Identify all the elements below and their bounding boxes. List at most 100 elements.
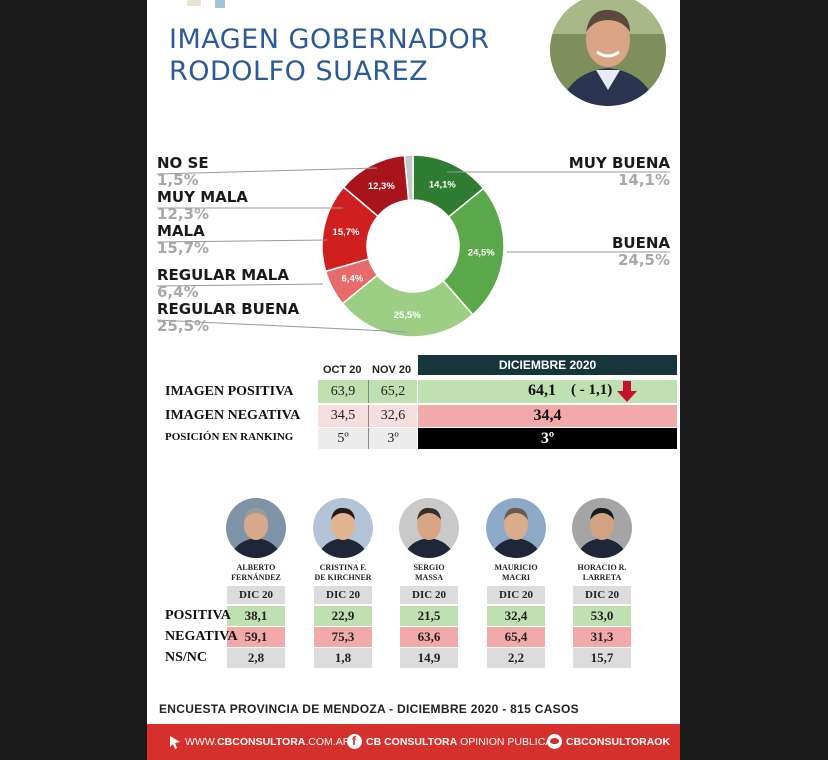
col-dec-header: DICIEMBRE 2020 <box>418 355 677 375</box>
pos-dec-value: 64,1 <box>528 382 556 399</box>
politician-portrait-icon <box>230 507 282 558</box>
politician-name-line2: MASSA <box>414 573 443 582</box>
facebook-icon: f <box>347 733 362 749</box>
slice-no-se <box>403 154 414 202</box>
legend-no-se: NO SE 1,5% <box>157 155 209 189</box>
col-oct-header: OCT 20 <box>323 364 362 376</box>
politician-positiva: 32,4 <box>487 606 545 626</box>
slice-label-muy-mala: 12,3% <box>368 181 395 192</box>
politician-name-line2: FERNÁNDEZ <box>231 573 281 582</box>
cell-rank-nov: 3º <box>368 428 417 449</box>
politician-col-header: DIC 20 <box>400 586 458 604</box>
legend-no-se-name: NO SE <box>157 154 209 172</box>
politician-nsnc: 15,7 <box>573 648 631 668</box>
slice-label-mala: 15,7% <box>333 227 360 238</box>
legend-muy-mala-name: MUY MALA <box>157 188 248 206</box>
web-suffix: .COM.AR <box>305 736 351 748</box>
footer-website-link[interactable]: WWW.CBCONSULTORA.COM.AR <box>167 724 350 760</box>
politician-name: MAURICIO MACRI <box>479 563 553 583</box>
legend-mala-value: 15,7% <box>157 239 210 257</box>
politician-photo <box>486 498 546 558</box>
infographic-card: IMAGEN GOBERNADOR RODOLFO SUAREZ 14,1% 24… <box>147 0 680 760</box>
legend-muy-buena-value: 14,1% <box>617 171 670 189</box>
leader-line-3 <box>156 283 324 287</box>
tw-handle: CBCONSULTORAOK <box>566 736 671 748</box>
politician-positiva: 38,1 <box>227 606 285 626</box>
politician-name: CRISTINA F. DE KIRCHNER <box>306 563 380 583</box>
fb-suffix: OPINION PUBLICA <box>457 736 553 748</box>
politician-nsnc: 2,2 <box>487 648 545 668</box>
legend-muy-mala: MUY MALA 12,3% <box>157 189 248 223</box>
donut-chart: 14,1% 24,5% 25,5% 6,4% 15,7% 12,3% <box>156 154 670 338</box>
politician-portrait-icon <box>490 507 542 558</box>
footer-bar: WWW.CBCONSULTORA.COM.AR f CB CONSULTORA O… <box>147 724 680 760</box>
twitter-icon <box>547 733 562 749</box>
cell-pos-nov: 65,2 <box>368 380 417 403</box>
leader-line-2 <box>156 239 328 243</box>
politician-positiva: 21,5 <box>400 606 458 626</box>
cell-neg-dec: 34,4 <box>418 405 677 427</box>
leader-line-0 <box>156 167 378 175</box>
politician-negativa: 75,3 <box>314 627 372 647</box>
politician-photo <box>572 498 632 558</box>
legend-muy-buena: MUY BUENA 14,1% <box>569 155 670 189</box>
politician-nsnc: 2,8 <box>227 648 285 668</box>
politician-photo <box>226 498 286 558</box>
legend-regular-mala-value: 6,4% <box>157 283 199 301</box>
politician-name-line1: SERGIO <box>413 563 445 572</box>
web-prefix: WWW. <box>185 736 218 748</box>
politician-negativa: 63,6 <box>400 627 458 647</box>
legend-regular-mala-name: REGULAR MALA <box>157 266 289 284</box>
politician-col-header: DIC 20 <box>573 586 631 604</box>
fb-brand: CB CONSULTORA <box>366 736 458 748</box>
cursor-icon <box>170 736 180 750</box>
politician-photo <box>313 498 373 558</box>
politician-nsnc: 1,8 <box>314 648 372 668</box>
slice-label-regular-buena: 25,5% <box>394 310 421 321</box>
title-line-1: IMAGEN GOBERNADOR <box>169 24 490 55</box>
politician-name: ALBERTO FERNÁNDEZ <box>219 563 293 583</box>
legend-regular-buena: REGULAR BUENA 25,5% <box>157 301 299 335</box>
legend-mala-name: MALA <box>157 222 205 240</box>
legend-muy-mala-value: 12,3% <box>157 205 210 223</box>
slice-regular-buena <box>341 274 474 338</box>
legend-buena: BUENA 24,5% <box>612 235 670 269</box>
legend-regular-buena-name: REGULAR BUENA <box>157 300 300 318</box>
politician-negativa: 65,4 <box>487 627 545 647</box>
pol-row-label-negativa: NEGATIVA <box>165 629 238 644</box>
politician-name: SERGIO MASSA <box>392 563 466 583</box>
politician-name-line2: MACRI <box>502 573 530 582</box>
pos-dec-change: ( - 1,1) <box>571 382 613 398</box>
cell-pos-oct: 63,9 <box>318 380 368 403</box>
page-title: IMAGEN GOBERNADOR RODOLFO SUAREZ <box>169 24 490 88</box>
legend-buena-name: BUENA <box>611 234 670 252</box>
politician-photo <box>399 498 459 558</box>
web-brand: CBCONSULTORA <box>217 736 306 748</box>
politician-portrait-icon <box>403 507 455 558</box>
row-label-negativa: IMAGEN NEGATIVA <box>165 408 301 423</box>
politician-col-header: DIC 20 <box>314 586 372 604</box>
slice-label-buena: 24,5% <box>468 247 495 258</box>
row-label-positiva: IMAGEN POSITIVA <box>165 384 294 399</box>
leader-line-4 <box>156 319 408 333</box>
politician-name-line1: HORACIO R. <box>577 563 627 572</box>
footer-facebook-link[interactable]: f CB CONSULTORA OPINION PUBLICA <box>347 724 552 760</box>
legend-mala: MALA 15,7% <box>157 223 209 257</box>
politician-portrait-icon <box>317 507 369 558</box>
pol-row-label-nsnc: NS/NC <box>165 650 208 665</box>
legend-no-se-value: 1,5% <box>157 171 199 189</box>
politician-negativa: 31,3 <box>573 627 631 647</box>
politician-name: HORACIO R. LARRETA <box>565 563 639 583</box>
legend-regular-mala: REGULAR MALA 6,4% <box>157 267 289 301</box>
politician-nsnc: 14,9 <box>400 648 458 668</box>
politician-negativa: 59,1 <box>227 627 285 647</box>
legend-muy-buena-name: MUY BUENA <box>568 154 670 172</box>
arrow-down-icon <box>617 381 637 402</box>
survey-footnote: ENCUESTA PROVINCIA DE MENDOZA - DICIEMBR… <box>159 702 579 716</box>
legend-buena-value: 24,5% <box>617 251 670 269</box>
politician-positiva: 22,9 <box>314 606 372 626</box>
col-nov-header: NOV 20 <box>372 364 412 376</box>
footer-twitter-link[interactable]: CBCONSULTORAOK <box>547 724 670 760</box>
row-label-ranking: POSICIÓN EN RANKING <box>165 431 294 443</box>
politician-portrait-icon <box>576 507 628 558</box>
